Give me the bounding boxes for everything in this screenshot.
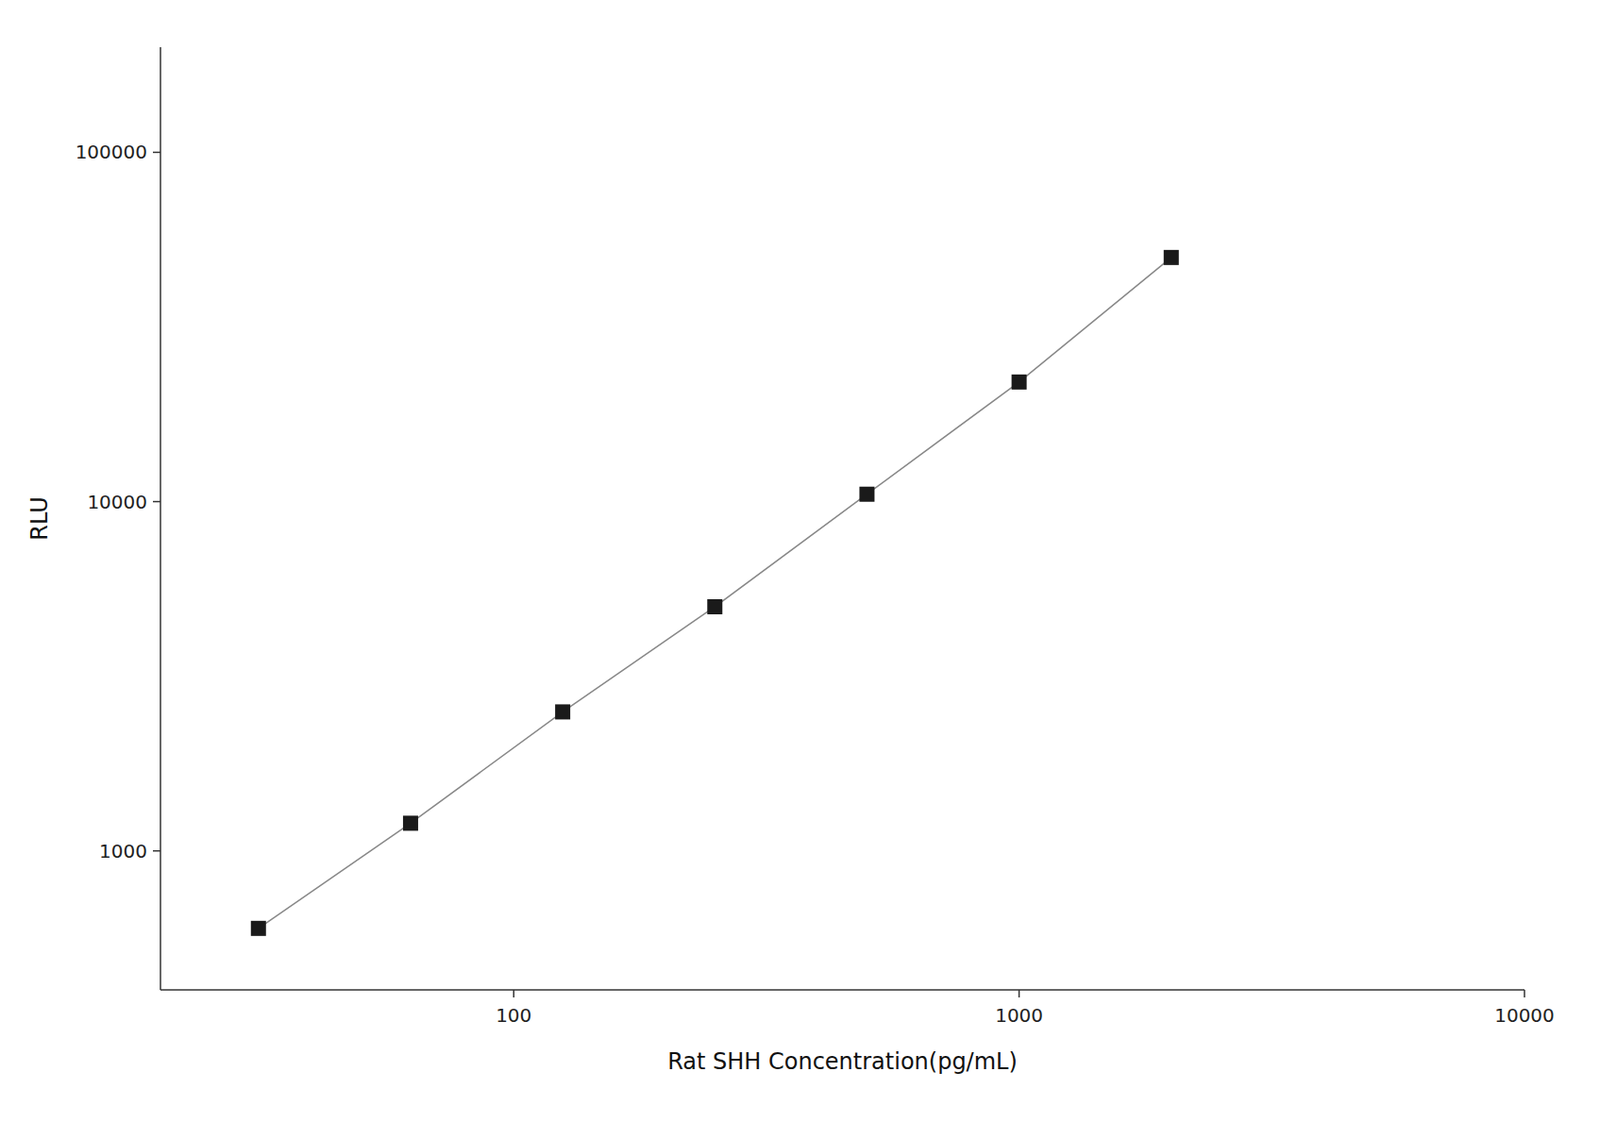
x-tick-label: 1000 [994,1004,1044,1028]
y-tick [152,850,161,853]
plot-area [251,250,1179,937]
y-tick-label: 10000 [86,490,148,514]
axes: 100 1000 10000 1000 10000 100000 [75,47,1555,1028]
data-point [858,487,875,503]
y-axis-label: RLU [26,496,53,540]
data-line [258,257,1172,929]
chart-svg: 100 1000 10000 1000 10000 100000 Rat SHH Conce… [0,0,1600,1122]
y-axis-line [159,47,162,991]
data-point [1163,250,1179,266]
x-axis-label: Rat SHH Concentration(pg/mL) [667,1048,1018,1076]
x-tick-label: 10000 [1494,1004,1555,1028]
x-tick [512,990,515,998]
x-tick [1018,990,1021,998]
data-point [707,599,723,615]
y-tick-label: 1000 [99,840,148,863]
y-tick [152,151,161,154]
x-tick [1523,990,1526,998]
y-tick [152,501,161,504]
data-point [1011,374,1028,390]
x-tick-label: 100 [495,1004,532,1028]
x-axis-line [160,989,1525,992]
chart-container: 100 1000 10000 1000 10000 100000 Rat SHH Conce… [0,0,1600,1122]
data-point [555,704,571,720]
y-tick-label: 100000 [75,140,148,164]
data-point [403,815,419,831]
data-point [251,921,267,937]
